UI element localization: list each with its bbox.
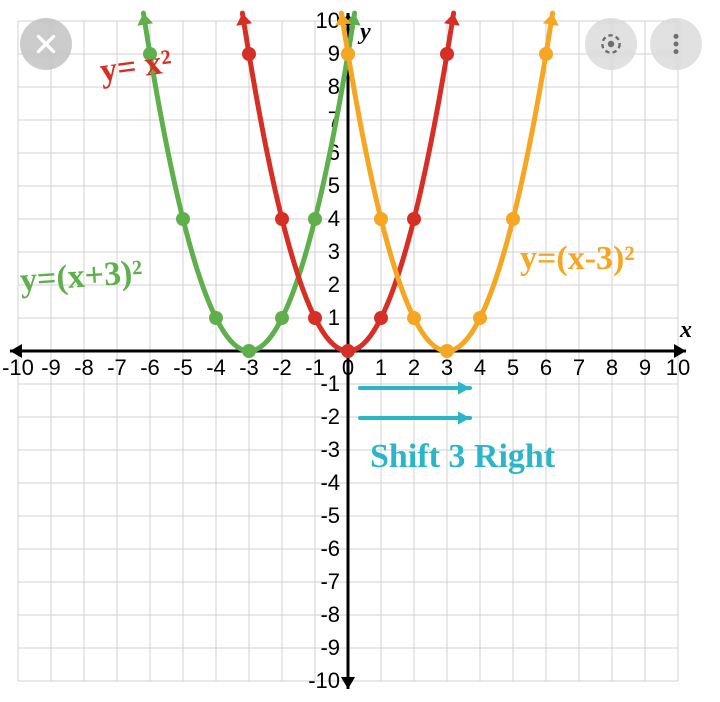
svg-text:2: 2 xyxy=(328,272,340,297)
svg-text:-7: -7 xyxy=(320,569,340,594)
more-vertical-icon xyxy=(663,31,689,57)
svg-text:6: 6 xyxy=(540,355,552,380)
svg-text:-9: -9 xyxy=(320,635,340,660)
svg-text:-6: -6 xyxy=(320,536,340,561)
svg-text:-2: -2 xyxy=(272,355,292,380)
svg-text:0: 0 xyxy=(342,355,354,380)
svg-text:-4: -4 xyxy=(320,470,340,495)
svg-text:1: 1 xyxy=(328,305,340,330)
svg-text:4: 4 xyxy=(474,355,486,380)
annotation-shift: Shift 3 Right xyxy=(370,438,555,476)
svg-text:-5: -5 xyxy=(173,355,193,380)
svg-text:9: 9 xyxy=(328,41,340,66)
svg-text:-7: -7 xyxy=(107,355,127,380)
annotation-orange-curve: y=(x-3)² xyxy=(520,240,635,278)
svg-text:-8: -8 xyxy=(320,602,340,627)
svg-text:5: 5 xyxy=(328,173,340,198)
svg-text:4: 4 xyxy=(328,206,340,231)
svg-text:-5: -5 xyxy=(320,503,340,528)
svg-text:-8: -8 xyxy=(74,355,94,380)
lens-icon xyxy=(598,31,624,57)
svg-text:x: x xyxy=(679,317,692,343)
svg-text:-3: -3 xyxy=(320,437,340,462)
svg-text:-6: -6 xyxy=(140,355,160,380)
svg-text:3: 3 xyxy=(441,355,453,380)
lens-button[interactable] xyxy=(585,18,637,70)
svg-text:-10: -10 xyxy=(308,668,340,693)
svg-text:9: 9 xyxy=(639,355,651,380)
svg-text:-2: -2 xyxy=(320,404,340,429)
more-button[interactable] xyxy=(650,18,702,70)
svg-text:2: 2 xyxy=(408,355,420,380)
svg-text:-10: -10 xyxy=(2,355,34,380)
svg-text:8: 8 xyxy=(606,355,618,380)
svg-text:5: 5 xyxy=(507,355,519,380)
close-icon xyxy=(33,31,59,57)
chart-container: -10-9-8-7-6-5-4-3-2-1012345678910-10-9-8… xyxy=(0,0,720,702)
svg-text:-3: -3 xyxy=(239,355,259,380)
svg-text:-4: -4 xyxy=(206,355,226,380)
parabola-chart: -10-9-8-7-6-5-4-3-2-1012345678910-10-9-8… xyxy=(0,0,720,702)
svg-text:-1: -1 xyxy=(320,371,340,396)
svg-text:10: 10 xyxy=(316,8,340,33)
svg-text:-9: -9 xyxy=(41,355,61,380)
svg-text:1: 1 xyxy=(375,355,387,380)
close-button[interactable] xyxy=(20,18,72,70)
svg-text:7: 7 xyxy=(573,355,585,380)
svg-text:3: 3 xyxy=(328,239,340,264)
svg-text:10: 10 xyxy=(666,355,690,380)
svg-text:8: 8 xyxy=(328,74,340,99)
